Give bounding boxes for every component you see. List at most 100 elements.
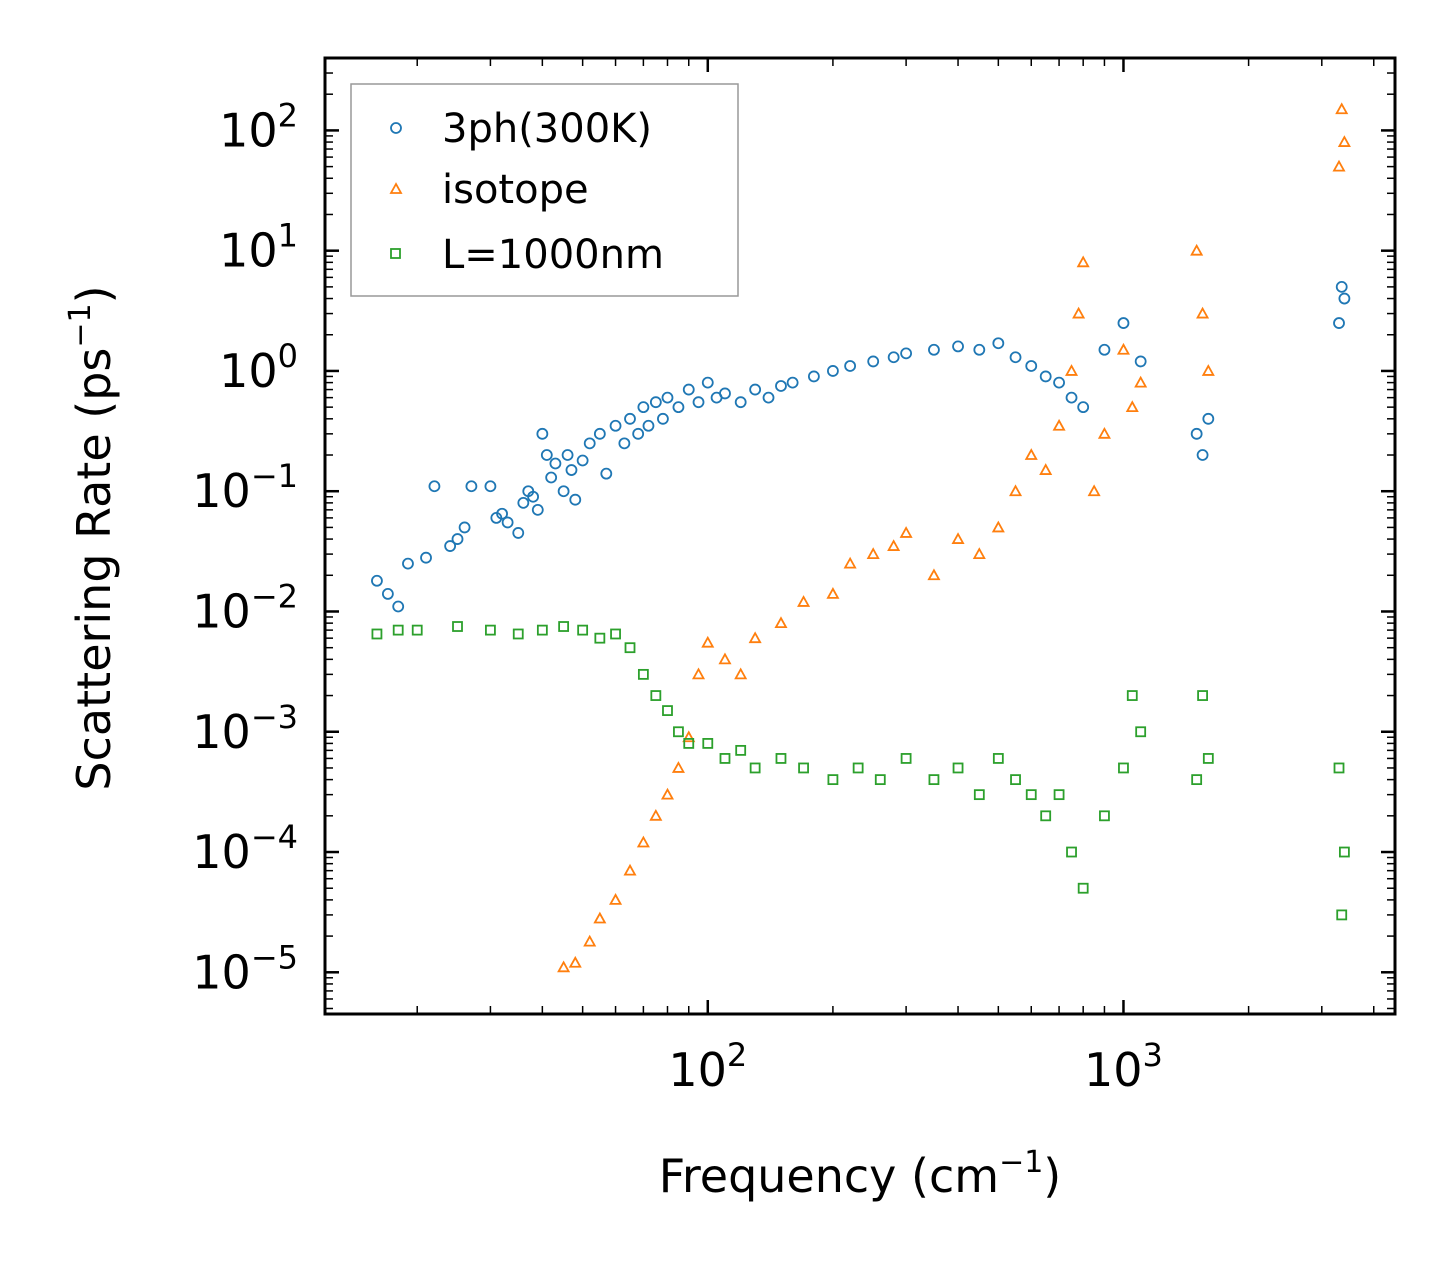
point-circle-0-9 (465, 480, 478, 493)
point-square-2-41 (1191, 774, 1203, 786)
point-circle-0-36 (642, 419, 655, 432)
point-circle-0-13 (501, 516, 514, 529)
point-triangle-1-44 (1337, 135, 1351, 147)
point-triangle-1-42 (1332, 159, 1346, 172)
point-circle-0-45 (719, 387, 731, 400)
point-circle-0-1 (381, 588, 394, 600)
point-circle-0-10 (484, 480, 497, 493)
point-triangle-1-30 (1052, 418, 1066, 431)
point-circle-0-22 (549, 457, 562, 470)
point-circle-0-37 (649, 396, 662, 409)
point-triangle-1-27 (1009, 484, 1023, 497)
point-triangle-1-38 (1134, 375, 1148, 388)
point-square-2-33 (1040, 810, 1052, 822)
y-tick-label-7: 10−5 (192, 938, 298, 999)
point-triangle-1-5 (623, 863, 637, 876)
series-2 (371, 621, 1350, 921)
point-circle-0-68 (1117, 317, 1130, 329)
point-square-2-36 (1077, 882, 1089, 894)
point-circle-0-0 (371, 574, 383, 587)
point-circle-0-4 (420, 551, 432, 564)
point-circle-0-53 (844, 360, 857, 372)
y-tick-label-4: 10−2 (192, 577, 298, 638)
point-square-2-11 (624, 642, 636, 654)
y-tick-label-0: 102 (219, 96, 298, 157)
point-circle-0-3 (402, 557, 414, 570)
point-square-2-24 (852, 762, 864, 774)
x-axis-label: Frequency (cm−1) (659, 1145, 1062, 1203)
point-circle-0-63 (1039, 370, 1052, 383)
point-circle-0-57 (928, 343, 940, 356)
point-circle-0-32 (618, 437, 631, 450)
point-square-2-35 (1066, 846, 1077, 858)
point-triangle-1-41 (1201, 364, 1215, 376)
point-square-2-13 (650, 690, 662, 701)
series-1 (557, 102, 1351, 973)
point-circle-0-69 (1134, 355, 1147, 368)
point-circle-0-60 (992, 337, 1005, 350)
point-triangle-1-13 (718, 652, 732, 665)
y-tick-label-3: 10−1 (192, 457, 298, 518)
point-square-2-43 (1202, 753, 1214, 764)
point-triangle-1-40 (1196, 306, 1210, 319)
point-triangle-1-19 (843, 556, 857, 569)
point-circle-0-55 (887, 351, 900, 364)
point-circle-0-30 (600, 467, 613, 480)
point-circle-0-52 (827, 365, 839, 377)
point-circle-0-15 (517, 496, 530, 509)
point-square-2-2 (411, 624, 423, 636)
point-circle-0-21 (545, 471, 558, 484)
point-circle-0-12 (496, 507, 508, 520)
point-circle-0-39 (661, 391, 674, 404)
y-tick-label-2: 100 (219, 337, 298, 398)
point-triangle-1-20 (866, 547, 880, 560)
point-triangle-1-8 (660, 787, 675, 800)
point-square-2-0 (371, 628, 383, 640)
point-circle-0-27 (576, 454, 589, 467)
point-square-2-25 (874, 774, 886, 786)
point-square-2-37 (1099, 810, 1110, 822)
point-triangle-1-3 (593, 911, 607, 924)
point-circle-0-54 (867, 355, 880, 368)
legend-triangle-marker-icon (389, 182, 403, 194)
point-triangle-1-17 (797, 595, 811, 607)
data-marks (371, 102, 1351, 973)
plot-frame (323, 56, 1397, 1016)
point-triangle-1-24 (951, 532, 965, 544)
point-triangle-1-11 (691, 667, 706, 680)
point-triangle-1-6 (636, 835, 650, 848)
point-square-2-34 (1053, 789, 1065, 801)
point-square-2-26 (900, 753, 912, 764)
point-triangle-1-2 (583, 934, 597, 947)
point-circle-0-59 (973, 343, 986, 356)
point-triangle-1-10 (682, 730, 696, 743)
point-square-2-32 (1025, 789, 1037, 801)
point-circle-0-56 (900, 347, 913, 360)
point-circle-0-46 (734, 396, 747, 409)
point-square-2-20 (749, 762, 761, 774)
point-square-2-46 (1338, 846, 1350, 858)
point-circle-0-61 (1009, 351, 1022, 364)
point-circle-0-65 (1065, 391, 1078, 404)
point-triangle-1-39 (1190, 243, 1204, 256)
point-circle-0-70 (1190, 427, 1203, 440)
y-tick-label-5: 10−3 (192, 698, 298, 759)
point-circle-0-5 (428, 480, 441, 493)
point-square-2-9 (594, 632, 606, 644)
point-circle-0-8 (458, 521, 471, 534)
point-triangle-1-33 (1076, 255, 1090, 268)
point-square-2-8 (577, 624, 589, 636)
point-circle-0-28 (583, 437, 596, 450)
point-circle-0-71 (1196, 449, 1209, 461)
point-square-2-1 (392, 624, 404, 636)
point-circle-0-67 (1098, 343, 1111, 356)
point-circle-0-31 (609, 419, 622, 432)
point-square-2-45 (1336, 909, 1348, 921)
point-triangle-1-35 (1097, 426, 1111, 439)
legend-label-isotope: isotope (442, 167, 589, 213)
point-triangle-1-37 (1125, 400, 1139, 413)
point-circle-0-41 (682, 383, 695, 396)
point-square-2-16 (683, 738, 695, 749)
point-circle-0-73 (1333, 317, 1345, 329)
